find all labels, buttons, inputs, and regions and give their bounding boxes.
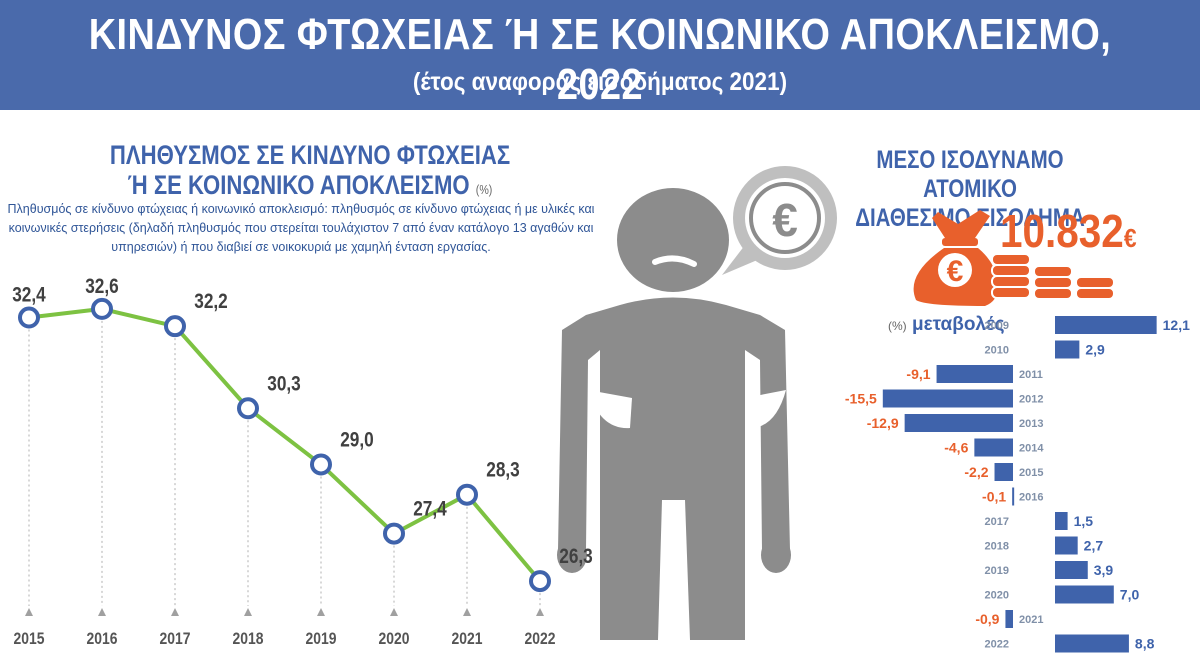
series-line	[28, 306, 542, 583]
x-tick-label: 2015	[14, 630, 45, 649]
bar	[1055, 634, 1129, 653]
bar	[1055, 340, 1080, 359]
poverty-title-unit: (%)	[475, 182, 493, 197]
poverty-title-line1: ΠΛΗΘΥΣΜΟΣ ΣΕ ΚΙΝΔΥΝΟ ΦΤΩΧΕΙΑΣ	[109, 140, 511, 170]
data-point	[310, 453, 332, 476]
bar	[1055, 536, 1078, 555]
data-label: 32,6	[85, 275, 119, 298]
poverty-title-line2: Ή ΣΕ ΚΟΙΝΩΝΙΚΟ ΑΠΟΚΛΕΙΣΜΟ	[127, 170, 470, 200]
euro-speech-bubble-icon: €	[722, 166, 837, 275]
x-tick-marker	[171, 608, 179, 616]
y-tick-label: 2018	[985, 541, 1009, 553]
bar-value-label: 1,5	[1074, 513, 1094, 529]
changes-unit: (%)	[888, 319, 907, 333]
x-tick-label: 2020	[379, 630, 410, 649]
data-label: 30,3	[267, 373, 301, 396]
y-tick-label: 2017	[985, 516, 1009, 528]
y-tick-label: 2016	[1019, 492, 1043, 504]
bar-value-label: -4,6	[944, 440, 968, 456]
bar	[882, 389, 1013, 408]
bar-value-label: 12,1	[1163, 317, 1190, 333]
x-tick-marker	[25, 608, 33, 616]
data-label: 27,4	[413, 498, 447, 521]
bar-value-label: 7,0	[1120, 587, 1140, 603]
data-point	[91, 297, 113, 320]
x-tick-marker	[98, 608, 106, 616]
data-point	[456, 483, 478, 506]
data-point	[18, 306, 40, 329]
y-tick-label: 2011	[1019, 369, 1043, 381]
y-tick-label: 2013	[1019, 418, 1043, 430]
x-tick-label: 2021	[452, 630, 483, 649]
bar	[1055, 512, 1068, 530]
y-tick-label: 2010	[985, 345, 1009, 357]
y-tick-label: 2020	[985, 590, 1009, 602]
bar-value-label: -2,2	[964, 464, 988, 480]
y-tick-label: 2014	[1019, 443, 1044, 455]
data-point	[164, 315, 186, 338]
bar	[1055, 316, 1157, 334]
y-tick-label: 2021	[1019, 614, 1043, 626]
x-tick-marker	[244, 608, 252, 616]
poverty-line-chart: 2015 2016 2017 2018 2019 2020 2021 2022 32,4 32,6…	[12, 275, 593, 648]
income-amount: 10.832	[1000, 205, 1124, 257]
y-tick-label: 2022	[985, 639, 1009, 651]
income-value: 10.832€	[1000, 204, 1137, 258]
income-change-bar-chart: 2009 12,1 2010 2,9 2011 -9,1 2012 -15,5 2013 -12,…	[845, 316, 1190, 653]
bar	[994, 463, 1013, 481]
x-tick-label: 2016	[87, 630, 118, 649]
changes-label: (%) μεταβολές	[888, 314, 1004, 336]
header-banner: ΚΙΝΔΥΝΟΣ ΦΤΩΧΕΙΑΣ Ή ΣΕ ΚΟΙΝΩΝΙΚΟ ΑΠΟΚΛΕΙ…	[0, 0, 1200, 110]
data-point	[529, 570, 551, 593]
money-bag-icon: €	[913, 210, 999, 306]
bar-value-label: -15,5	[845, 391, 877, 407]
y-tick-label: 2015	[1019, 467, 1043, 479]
x-tick-marker	[536, 608, 544, 616]
poverty-chart-title: ΠΛΗΘΥΣΜΟΣ ΣΕ ΚΙΝΔΥΝΟ ΦΤΩΧΕΙΑΣ Ή ΣΕ ΚΟΙΝΩ…	[105, 140, 515, 205]
bar	[904, 414, 1013, 432]
x-tick-label: 2017	[160, 630, 191, 649]
bar-value-label: 2,9	[1085, 342, 1105, 358]
data-point	[383, 522, 405, 545]
x-tick-marker	[463, 608, 471, 616]
x-tick-label: 2019	[306, 630, 337, 649]
data-label: 28,3	[486, 459, 520, 482]
bar-value-label: -12,9	[867, 415, 899, 431]
bar-value-label: -0,1	[982, 489, 1006, 505]
x-tick-label: 2018	[233, 630, 264, 649]
bar	[974, 438, 1013, 457]
bar-value-label: 2,7	[1084, 538, 1104, 554]
x-tick-marker	[390, 608, 398, 616]
poverty-definition: Πληθυσμός σε κίνδυνο φτώχειας ή κοινωνικ…	[7, 202, 595, 254]
x-tick-label: 2022	[525, 630, 556, 649]
bar	[1005, 610, 1013, 628]
income-currency: €	[1123, 223, 1137, 253]
y-tick-label: 2012	[1019, 394, 1043, 406]
x-tick-marker	[317, 608, 325, 616]
page-title: ΚΙΝΔΥΝΟΣ ΦΤΩΧΕΙΑΣ Ή ΣΕ ΚΟΙΝΩΝΙΚΟ ΑΠΟΚΛΕΙ…	[88, 10, 1112, 109]
svg-text:€: €	[947, 255, 964, 288]
bar-value-label: 8,8	[1135, 636, 1155, 652]
y-tick-label: 2009	[985, 320, 1009, 332]
bar	[936, 365, 1013, 383]
data-label: 32,2	[194, 291, 228, 314]
bar	[1055, 561, 1088, 579]
page-subtitle: (έτος αναφοράς εισοδήματος 2021)	[412, 68, 788, 96]
person-empty-pockets-icon	[557, 188, 791, 640]
income-title-line1: ΜΕΣΟ ΙΣΟΔΥΝΑΜΟ ΑΤΟΜΙΚΟ	[876, 146, 1064, 203]
bar-value-label: -0,9	[975, 611, 999, 627]
data-label: 26,3	[559, 546, 593, 569]
svg-text:€: €	[772, 194, 798, 246]
data-point	[237, 397, 259, 420]
y-tick-label: 2019	[985, 565, 1009, 577]
bar-value-label: -9,1	[906, 366, 930, 382]
changes-text: μεταβολές	[911, 314, 1005, 335]
bar	[1055, 585, 1114, 604]
data-label: 32,4	[12, 284, 46, 307]
coin-stack-icon	[991, 253, 1115, 300]
data-label: 29,0	[340, 429, 374, 452]
bar-value-label: 3,9	[1094, 562, 1114, 578]
bar	[1012, 487, 1015, 506]
